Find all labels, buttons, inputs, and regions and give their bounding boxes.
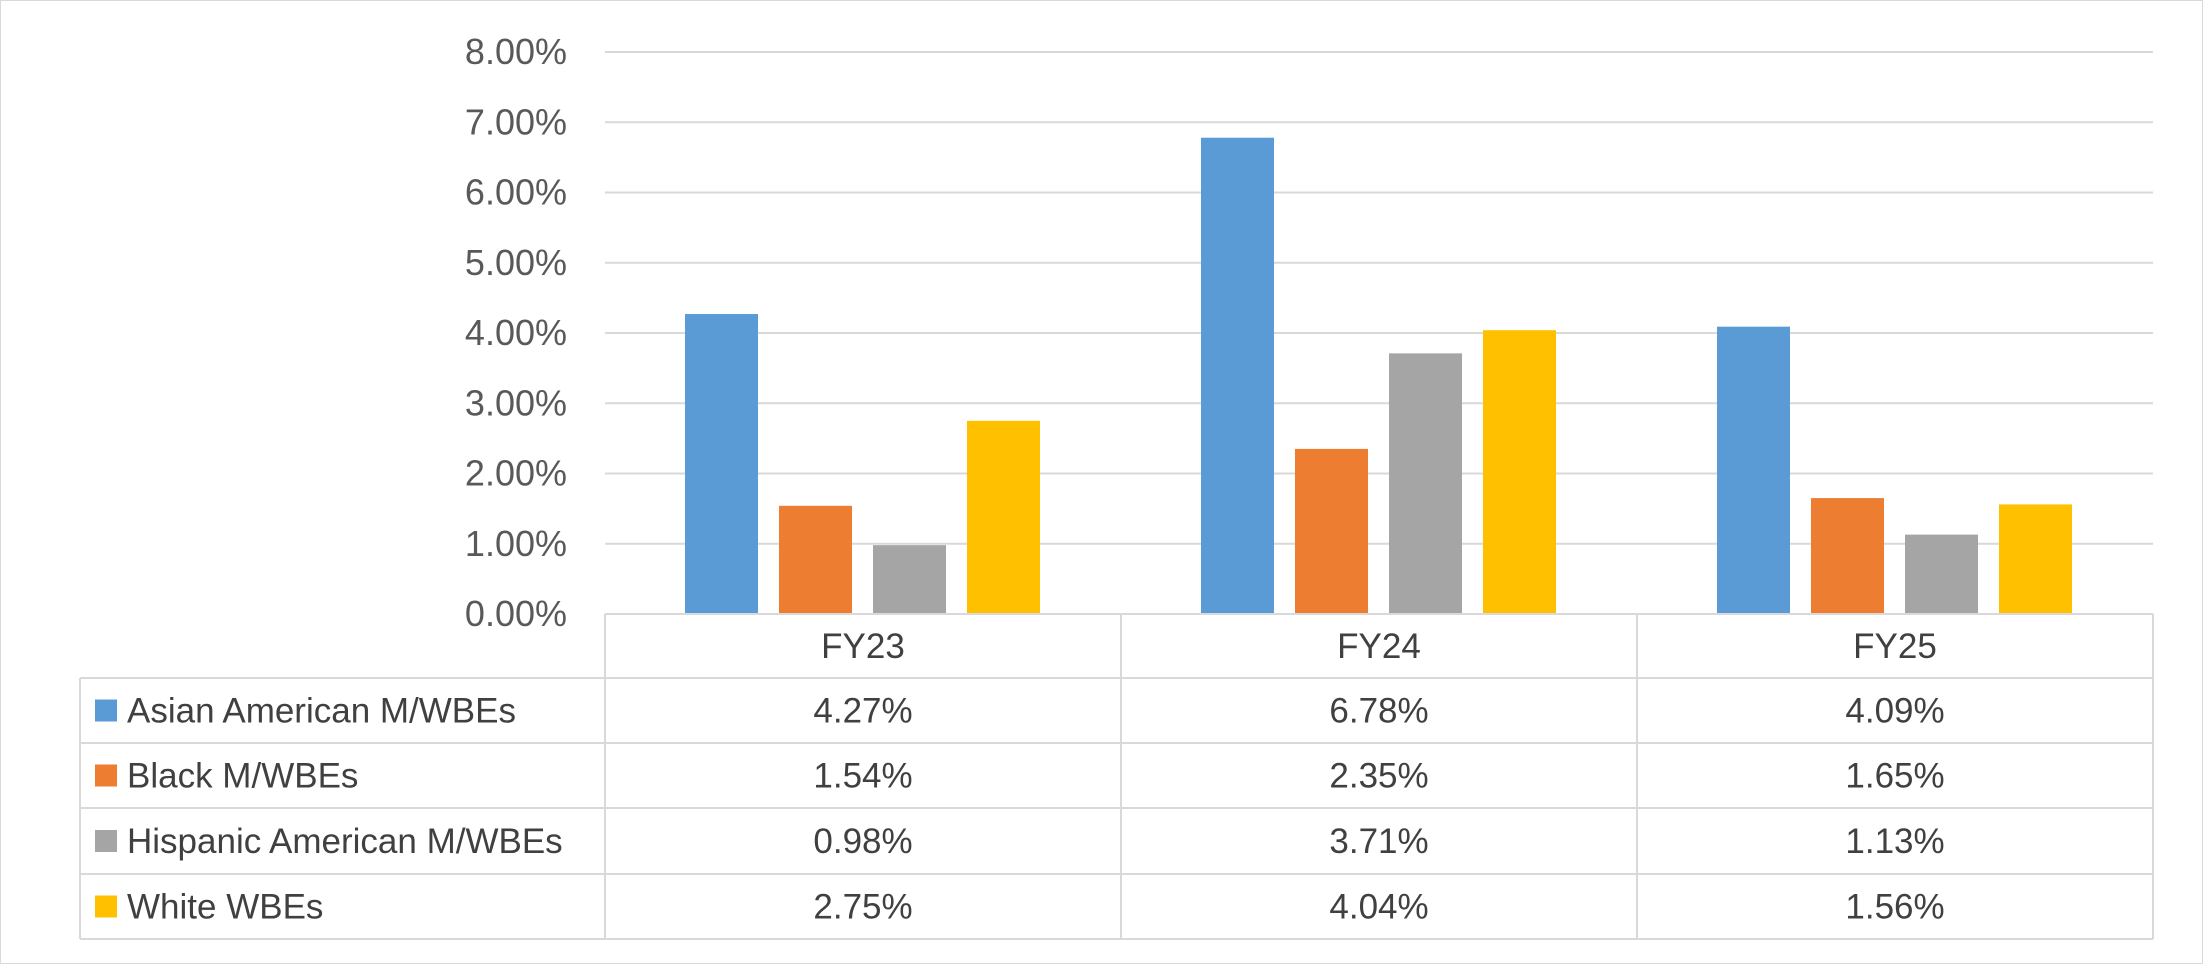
series-name: Asian American M/WBEs [127, 692, 516, 731]
y-tick-label: 1.00% [465, 523, 567, 564]
y-tick-label: 7.00% [465, 101, 567, 142]
legend-key [95, 764, 117, 787]
data-label: 6.78% [1329, 692, 1428, 731]
y-tick-label: 2.00% [465, 453, 567, 494]
bar [1483, 330, 1556, 614]
y-tick-label: 6.00% [465, 172, 567, 213]
series-name: Black M/WBEs [127, 757, 358, 796]
category-label: FY24 [1337, 627, 1421, 666]
data-label: 1.56% [1845, 888, 1944, 927]
bar [1717, 326, 1790, 614]
bar [685, 314, 758, 614]
data-table: FY23 FY24 FY25 Asian American M/WBEs 4.27% 6.… [79, 613, 2154, 940]
legend-key [95, 699, 117, 722]
gridlines [605, 51, 2153, 545]
y-tick-label: 8.00% [465, 31, 567, 72]
legend-key [95, 830, 117, 852]
data-label: 1.54% [813, 757, 912, 796]
legend-key [95, 895, 117, 918]
bar [1811, 498, 1884, 614]
bar [1201, 137, 1274, 614]
bars [685, 137, 2072, 614]
bar [1905, 534, 1978, 614]
bar [1389, 353, 1462, 614]
y-tick-label: 5.00% [465, 242, 567, 283]
data-label: 1.65% [1845, 757, 1944, 796]
y-tick-label: 0.00% [465, 593, 567, 634]
series-name: White WBEs [127, 888, 323, 927]
data-label: 4.09% [1845, 692, 1944, 731]
bar [779, 505, 852, 614]
data-label: 4.27% [813, 692, 912, 731]
bar [873, 545, 946, 614]
data-label: 1.13% [1845, 822, 1944, 861]
data-label: 0.98% [813, 822, 912, 861]
y-tick-label: 3.00% [465, 382, 567, 423]
bar [1999, 504, 2072, 614]
category-label: FY23 [821, 627, 905, 666]
y-axis-ticks: 0.00% 1.00% 2.00% 3.00% 4.00% 5.00% 6.00% 7.00%… [465, 31, 567, 634]
series-name: Hispanic American M/WBEs [127, 822, 563, 861]
bar [1295, 448, 1368, 614]
data-label: 3.71% [1329, 822, 1428, 861]
category-label: FY25 [1853, 627, 1937, 666]
y-tick-label: 4.00% [465, 312, 567, 353]
data-label: 4.04% [1329, 888, 1428, 927]
bar [967, 420, 1040, 614]
data-label: 2.35% [1329, 757, 1428, 796]
data-label: 2.75% [813, 888, 912, 927]
